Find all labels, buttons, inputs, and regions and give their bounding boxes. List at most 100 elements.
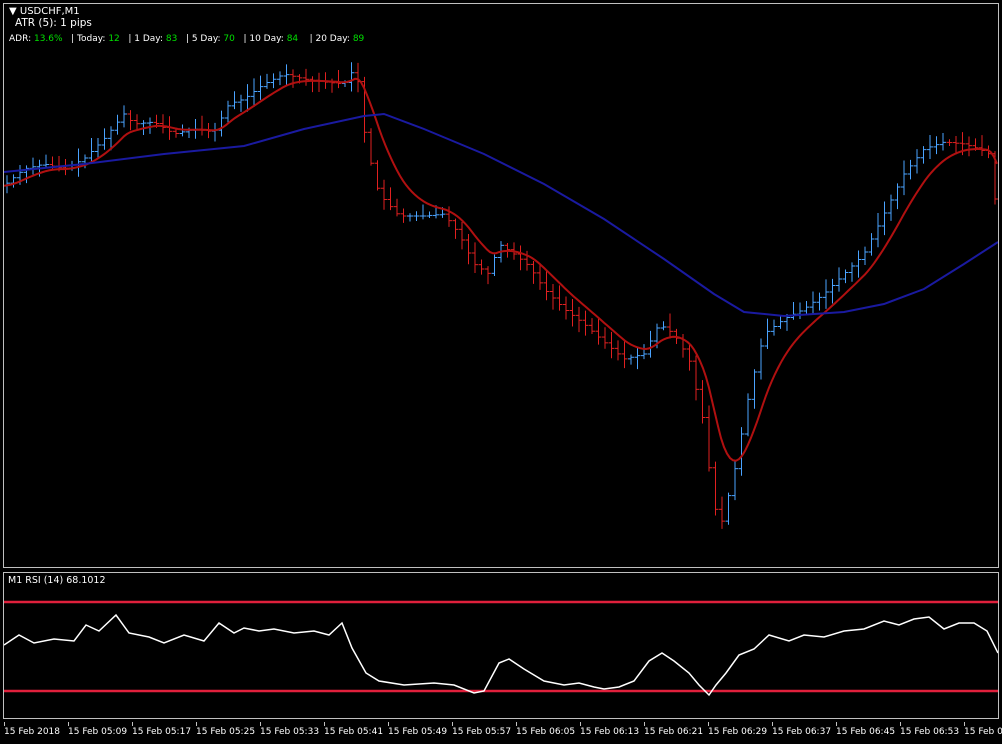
time-axis-label: 15 Feb 2018 <box>4 727 61 737</box>
price-bar <box>855 250 862 278</box>
price-bar <box>530 260 537 284</box>
price-bar <box>459 221 465 250</box>
price-bar <box>628 354 634 365</box>
price-bar <box>862 246 868 266</box>
five-day-value: 70 <box>223 34 235 44</box>
slow-moving-average-line <box>4 112 998 318</box>
one-day-value: 83 <box>165 34 178 44</box>
price-bar <box>829 278 836 304</box>
price-bar <box>465 233 472 265</box>
price-bar <box>543 269 550 301</box>
time-axis-label: 15 Feb 06:37 <box>772 727 832 737</box>
price-bar <box>914 149 920 174</box>
time-axis-label: 15 Feb 06:05 <box>516 727 576 737</box>
price-bar <box>537 262 543 290</box>
price-bar <box>218 110 225 137</box>
price-bar <box>394 198 400 217</box>
time-axis-label: 15 Feb 06:13 <box>580 727 640 737</box>
price-bar <box>777 314 784 329</box>
price-bar <box>75 148 82 177</box>
price-bar <box>108 126 114 151</box>
price-bar <box>738 427 745 476</box>
price-bar <box>452 218 459 239</box>
price-bar <box>615 340 621 361</box>
rsi-indicator-pane[interactable]: M1 RSI (14) 68.1012 <box>3 572 999 719</box>
price-bar <box>940 133 946 151</box>
price-bar <box>472 242 478 274</box>
adr-label: ADR: <box>9 34 34 44</box>
price-bar <box>95 137 101 160</box>
price-bar <box>303 68 309 86</box>
time-axis-label: 15 Feb 05:57 <box>452 727 512 737</box>
rsi-chart[interactable] <box>4 573 998 718</box>
price-bar <box>836 267 842 292</box>
price-bar <box>238 94 244 112</box>
ten-day-label: | 10 Day: <box>243 34 287 44</box>
price-bar <box>160 114 166 134</box>
price-bar <box>706 405 712 472</box>
price-bar <box>199 115 205 136</box>
price-bar <box>264 73 270 89</box>
price-bar <box>595 317 602 345</box>
time-axis-tick <box>964 722 965 726</box>
time-axis-tick <box>196 722 197 726</box>
price-bar <box>797 302 803 320</box>
price-bar <box>563 296 569 320</box>
price-bar <box>771 319 777 336</box>
price-bar <box>374 160 381 191</box>
price-bar <box>719 496 725 529</box>
time-axis-label: 15 Feb 06:21 <box>644 727 704 737</box>
price-bar <box>693 355 699 401</box>
price-bar <box>927 134 933 160</box>
time-axis-label: 15 Feb 06:53 <box>900 727 960 737</box>
price-bar <box>257 75 264 100</box>
price-bar <box>517 245 524 271</box>
price-bar <box>335 70 342 89</box>
price-chart[interactable] <box>4 4 998 567</box>
price-bar <box>114 114 121 135</box>
price-bar <box>842 269 849 284</box>
symbol-title: ▼ USDCHF,M1 <box>9 6 80 17</box>
price-bar <box>608 331 615 359</box>
time-axis-label: 15 Feb 06:45 <box>836 727 896 737</box>
price-bar <box>725 492 732 525</box>
today-value: 12 <box>108 34 120 44</box>
price-bar <box>816 292 823 311</box>
price-bar <box>277 71 283 86</box>
time-axis-tick <box>452 722 453 726</box>
price-bar <box>121 105 127 128</box>
time-axis-tick <box>644 722 645 726</box>
price-bar <box>732 460 738 501</box>
time-axis-tick <box>836 722 837 726</box>
price-bar <box>212 122 218 142</box>
price-bar <box>426 211 433 219</box>
price-bar <box>849 262 855 282</box>
time-axis-tick <box>772 722 773 726</box>
price-bar <box>368 128 374 166</box>
time-axis-label: 15 Feb 07:01 <box>964 727 1002 737</box>
price-bar <box>225 100 231 123</box>
price-bar <box>888 194 894 221</box>
adr-value: 13.6% <box>33 34 63 44</box>
price-bar <box>589 318 595 334</box>
time-axis-tick <box>324 722 325 726</box>
price-bar <box>901 160 907 196</box>
price-bar <box>894 183 901 210</box>
price-bar <box>933 136 940 155</box>
price-bar <box>875 212 881 248</box>
price-bar <box>420 204 426 220</box>
adr-stats: ADR: 13.6% | Today: 12 | 1 Day: 83 | 5 D… <box>9 34 364 44</box>
price-bar <box>979 135 985 156</box>
price-bar <box>407 213 413 222</box>
price-bar <box>803 300 810 316</box>
time-axis-label: 15 Feb 05:09 <box>68 727 128 737</box>
price-bar <box>478 259 485 275</box>
twenty-day-value: 89 <box>352 34 365 44</box>
one-day-label: | 1 Day: <box>128 34 166 44</box>
time-axis-tick <box>132 722 133 726</box>
price-bar <box>745 393 751 437</box>
time-axis-label: 15 Feb 05:17 <box>132 727 192 737</box>
price-chart-pane[interactable]: ▼ USDCHF,M1 ATR (5): 1 pips ADR: 13.6% |… <box>3 3 999 568</box>
price-bar <box>491 254 498 277</box>
price-bar <box>147 117 153 134</box>
